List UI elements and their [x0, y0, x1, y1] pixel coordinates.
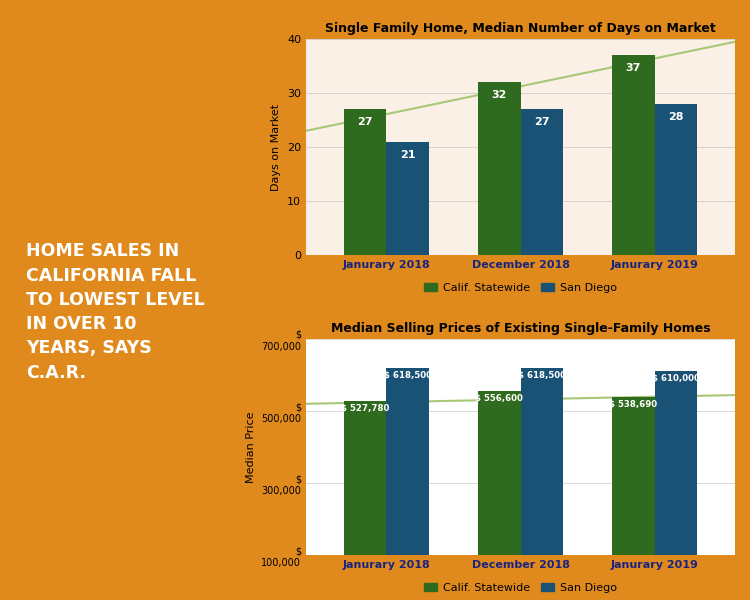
Text: 27: 27 — [534, 117, 550, 127]
Text: $ 538,690: $ 538,690 — [609, 400, 657, 409]
Bar — [386, 368, 429, 591]
Bar — [478, 391, 520, 591]
Text: $ 610,000: $ 610,000 — [652, 374, 700, 383]
Text: HOME SALES IN
CALIFORNIA FALL
TO LOWEST LEVEL
IN OVER 10
YEARS, SAYS
C.A.R.: HOME SALES IN CALIFORNIA FALL TO LOWEST … — [26, 242, 205, 382]
Text: $ 527,780: $ 527,780 — [340, 404, 389, 413]
Y-axis label: Days on Market: Days on Market — [272, 103, 281, 191]
Bar — [344, 109, 386, 255]
Text: $ 618,500: $ 618,500 — [518, 371, 566, 380]
Bar — [612, 397, 655, 591]
Bar — [655, 104, 698, 255]
Title: Median Selling Prices of Existing Single-Family Homes: Median Selling Prices of Existing Single… — [331, 322, 710, 335]
Bar — [478, 82, 520, 255]
Title: Single Family Home, Median Number of Days on Market: Single Family Home, Median Number of Day… — [326, 22, 716, 35]
Bar — [520, 368, 563, 591]
Legend: Calif. Statewide, San Diego: Calif. Statewide, San Diego — [419, 278, 622, 297]
Text: 28: 28 — [668, 112, 684, 122]
Text: $ 618,500: $ 618,500 — [384, 371, 432, 380]
Text: 21: 21 — [400, 149, 416, 160]
Bar — [344, 401, 386, 591]
Text: $ 556,600: $ 556,600 — [475, 394, 523, 403]
Y-axis label: Median Price: Median Price — [245, 411, 256, 483]
Bar — [612, 55, 655, 255]
Text: 32: 32 — [491, 90, 507, 100]
Bar — [520, 109, 563, 255]
Text: 27: 27 — [357, 117, 373, 127]
Legend: Calif. Statewide, San Diego: Calif. Statewide, San Diego — [419, 578, 622, 597]
Bar — [386, 142, 429, 255]
Bar — [655, 371, 698, 591]
Text: 37: 37 — [626, 63, 640, 73]
